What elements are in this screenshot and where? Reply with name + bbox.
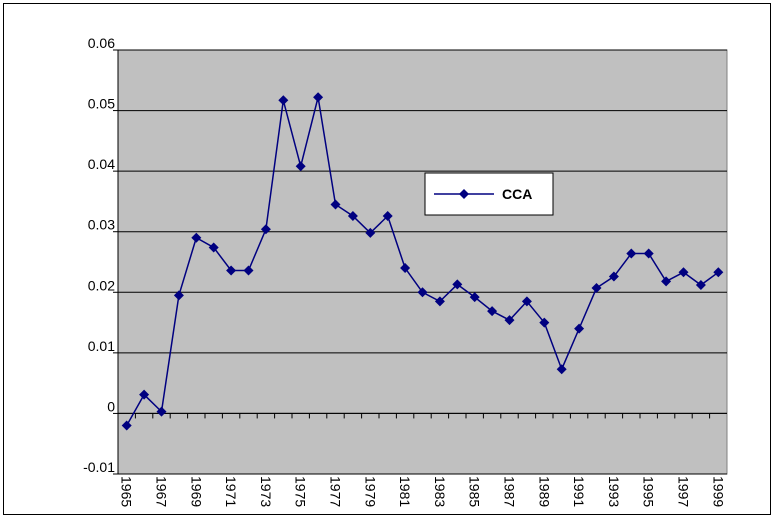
data-point bbox=[713, 267, 724, 278]
data-point bbox=[417, 287, 428, 298]
y-tick-label: -0.01 bbox=[83, 459, 115, 475]
x-tick-label: 1981 bbox=[397, 476, 413, 507]
plot-area bbox=[117, 49, 728, 475]
data-point bbox=[260, 224, 271, 235]
y-tick-label: 0.05 bbox=[88, 96, 115, 112]
legend-marker bbox=[459, 189, 469, 199]
data-point bbox=[626, 248, 637, 259]
data-point bbox=[226, 265, 237, 276]
data-point bbox=[521, 296, 532, 307]
data-point bbox=[173, 290, 184, 301]
data-point bbox=[487, 306, 498, 317]
y-tick-label: 0.03 bbox=[88, 217, 115, 233]
data-point bbox=[452, 279, 463, 290]
x-tick-label: 1977 bbox=[328, 476, 344, 507]
legend-label: CCA bbox=[502, 186, 532, 202]
y-tick-label: 0.02 bbox=[88, 277, 115, 293]
data-point bbox=[243, 265, 254, 276]
x-tick-label: 1983 bbox=[432, 476, 448, 507]
data-point bbox=[121, 420, 132, 431]
data-point bbox=[139, 389, 150, 400]
x-tick-label: 1975 bbox=[293, 476, 309, 507]
x-tick-label: 1965 bbox=[119, 476, 135, 507]
data-point bbox=[504, 315, 515, 326]
data-point bbox=[539, 317, 550, 328]
x-tick-label: 1969 bbox=[188, 476, 204, 507]
data-point bbox=[295, 161, 306, 172]
x-tick-label: 1989 bbox=[536, 476, 552, 507]
data-point bbox=[643, 248, 654, 259]
data-point bbox=[556, 364, 567, 375]
y-tick-label: 0.04 bbox=[88, 156, 115, 172]
data-point bbox=[156, 406, 167, 417]
y-tick-label: 0.01 bbox=[88, 338, 115, 354]
data-point bbox=[678, 267, 689, 278]
data-point bbox=[695, 280, 706, 291]
data-point bbox=[608, 271, 619, 282]
y-tick-label: 0.06 bbox=[88, 35, 115, 51]
data-point bbox=[434, 296, 445, 307]
x-tick-label: 1967 bbox=[154, 476, 170, 507]
data-point bbox=[574, 323, 585, 334]
data-point bbox=[382, 210, 393, 221]
data-point bbox=[365, 227, 376, 238]
data-point bbox=[313, 92, 324, 103]
data-point bbox=[661, 276, 672, 287]
x-tick-label: 1997 bbox=[676, 476, 692, 507]
data-point bbox=[330, 199, 341, 210]
y-tick-label: 0 bbox=[107, 398, 115, 414]
x-tick-label: 1999 bbox=[710, 476, 726, 507]
x-tick-label: 1993 bbox=[606, 476, 622, 507]
data-point bbox=[469, 292, 480, 303]
x-tick-label: 1991 bbox=[571, 476, 587, 507]
data-point bbox=[191, 232, 202, 243]
data-point bbox=[591, 283, 602, 294]
x-tick-label: 1985 bbox=[467, 476, 483, 507]
data-point bbox=[400, 263, 411, 274]
x-tick-label: 1995 bbox=[641, 476, 657, 507]
data-point bbox=[278, 95, 289, 106]
data-point bbox=[208, 242, 219, 253]
x-tick-label: 1973 bbox=[258, 476, 274, 507]
x-tick-label: 1971 bbox=[223, 476, 239, 507]
data-point bbox=[347, 210, 358, 221]
x-tick-label: 1979 bbox=[362, 476, 378, 507]
x-tick-label: 1987 bbox=[502, 476, 518, 507]
